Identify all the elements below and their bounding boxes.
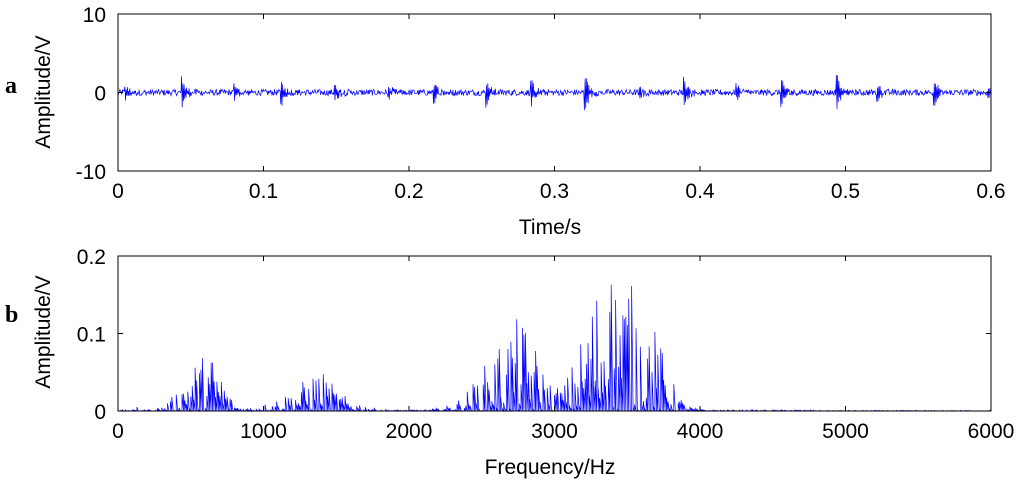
x-tick-label: 0	[112, 180, 124, 203]
x-tick-label: 4000	[677, 420, 724, 443]
x-tick-label: 0.5	[831, 180, 860, 203]
panel-a-series-line	[117, 74, 992, 111]
panel-a-letter: a	[5, 73, 17, 99]
y-tick-label: 0.1	[77, 324, 106, 347]
y-tick-label: 0	[94, 401, 106, 424]
panel-b-plot	[117, 284, 992, 413]
panel-a-ylabel: Amplitude/V	[32, 35, 55, 148]
y-tick-label: 0.2	[77, 246, 106, 269]
x-tick-label: 0.4	[685, 180, 715, 203]
panel-b-frame	[117, 255, 992, 412]
x-tick-label: 0.1	[249, 180, 278, 203]
x-tick-label: 0.6	[976, 180, 1005, 203]
panel-b: b Amplitude/V 0 1000 2000 3000 4000 5000 60000…	[5, 246, 1014, 479]
panel-a-xlabel: Time/s	[519, 216, 581, 239]
panel-b-xlabel: Frequency/Hz	[485, 456, 616, 479]
x-tick-label: 6000	[968, 420, 1015, 443]
x-tick-label: 5000	[822, 420, 869, 443]
panel-b-series-line	[117, 284, 992, 413]
x-tick-label: 0.2	[394, 180, 423, 203]
y-tick-label: 0	[94, 83, 106, 106]
panel-b-letter: b	[5, 302, 18, 328]
y-tick-label: -10	[76, 161, 106, 184]
panel-a-plot	[117, 74, 992, 111]
x-tick-label: 0.3	[540, 180, 569, 203]
x-tick-label: 0	[112, 420, 124, 443]
x-tick-label: 2000	[386, 420, 433, 443]
y-tick-label: 10	[83, 4, 106, 27]
panel-b-ticks: 0 1000 2000 3000 4000 5000 6000 0.2 0.1 0	[77, 246, 1015, 443]
panel-a: a Amplitude/V 0 0.1 0.2 0.3 0.4 0.5 0.6100-10 …	[5, 4, 1006, 239]
x-tick-label: 1000	[240, 420, 287, 443]
panel-a-ticks: 0 0.1 0.2 0.3 0.4 0.5 0.6 10 0 -10	[76, 4, 1006, 203]
panel-b-ylabel: Amplitude/V	[32, 275, 55, 388]
x-tick-label: 3000	[531, 420, 578, 443]
